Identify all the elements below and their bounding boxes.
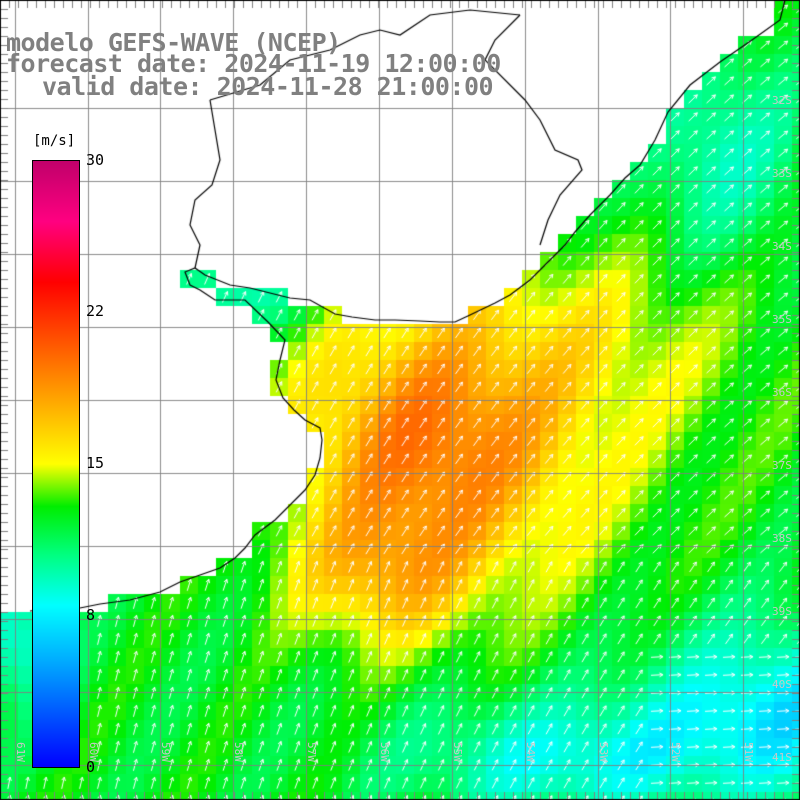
lon-label: 61W <box>14 742 27 762</box>
lon-label: 53W <box>597 742 610 762</box>
lon-label: 58W <box>232 742 245 762</box>
colorbar <box>32 160 80 768</box>
lat-label: 34S <box>772 240 792 253</box>
lat-label: 33S <box>772 167 792 180</box>
colorbar-tick: 15 <box>86 454 105 472</box>
colorbar-tick: 22 <box>86 302 105 320</box>
lat-label: 37S <box>772 459 792 472</box>
model-title: modelo GEFS-WAVE (NCEP) <box>6 28 341 57</box>
lon-label: 60W <box>87 742 100 762</box>
lon-label: 55W <box>451 742 464 762</box>
lat-label: 40S <box>772 678 792 691</box>
lat-label: 39S <box>772 605 792 618</box>
lat-label: 32S <box>772 94 792 107</box>
colorbar-tick: 8 <box>86 606 96 624</box>
colorbar-tick: 0 <box>86 758 96 776</box>
lon-label: 54W <box>524 742 537 762</box>
lat-label: 35S <box>772 313 792 326</box>
forecast-date: forecast date: 2024-11-19 12:00:00 <box>6 49 501 78</box>
lon-label: 56W <box>378 742 391 762</box>
valid-date: valid date: 2024-11-28 21:00:00 <box>42 72 494 101</box>
lon-label: 57W <box>305 742 318 762</box>
lat-label: 41S <box>772 751 792 764</box>
lon-label: 51W <box>742 742 755 762</box>
colorbar-tick: 30 <box>86 151 105 169</box>
lon-label: 59W <box>159 742 172 762</box>
lat-label: 36S <box>772 386 792 399</box>
colorbar-unit: [m/s] <box>33 133 76 149</box>
colorbar-gradient <box>32 160 80 768</box>
lat-label: 38S <box>772 532 792 545</box>
lon-label: 52W <box>669 742 682 762</box>
